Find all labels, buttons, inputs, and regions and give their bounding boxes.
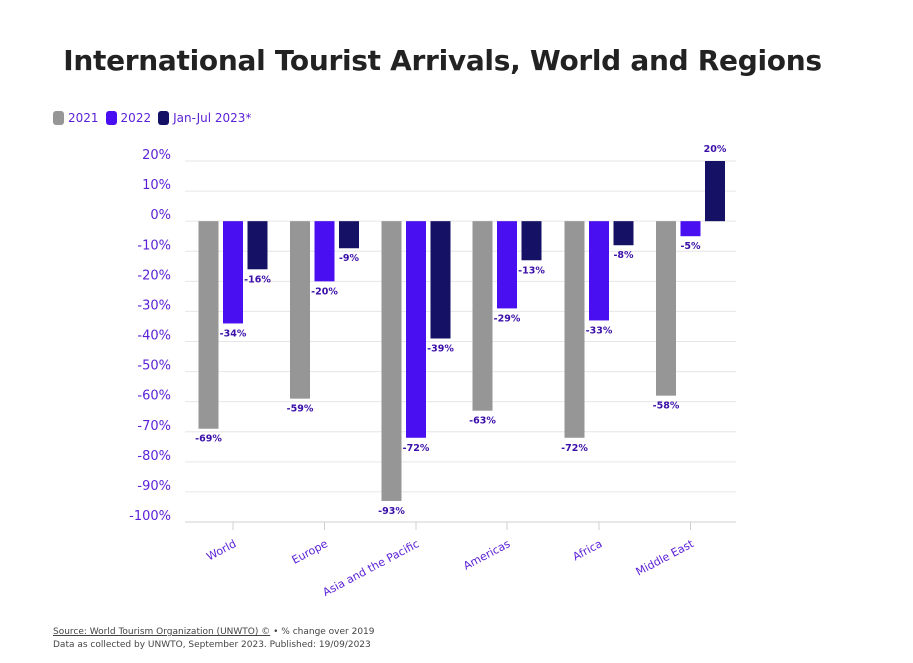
y-tick-label: -40% xyxy=(137,329,171,344)
bar xyxy=(406,221,426,438)
data-label: -33% xyxy=(586,325,613,336)
legend-label-2021: 2021 xyxy=(68,111,99,125)
y-tick-label: -80% xyxy=(137,449,171,464)
bar xyxy=(521,221,542,261)
bar xyxy=(290,221,310,399)
y-tick-label: -60% xyxy=(137,389,171,404)
y-tick-label: -30% xyxy=(137,298,171,313)
y-tick-label: -90% xyxy=(137,479,171,494)
x-tick-label: Americas xyxy=(461,537,512,573)
data-label: -63% xyxy=(469,416,496,427)
data-label: -72% xyxy=(561,443,588,454)
footer: Source: World Tourism Organization (UNWT… xyxy=(53,626,375,652)
x-tick-label: Middle East xyxy=(634,537,697,579)
bar xyxy=(339,221,359,249)
legend-item-2023[interactable]: Jan-Jul 2023* xyxy=(158,111,251,125)
y-tick-label: 10% xyxy=(142,178,171,193)
data-label: -72% xyxy=(403,443,430,454)
data-label: 20% xyxy=(704,144,727,155)
bar xyxy=(613,221,634,246)
bar xyxy=(680,221,701,237)
x-tick-label: Asia and the Pacific xyxy=(321,537,422,599)
legend-label-2023: Jan-Jul 2023* xyxy=(173,111,252,125)
bar xyxy=(656,221,676,396)
data-label: -59% xyxy=(287,404,314,415)
data-label: -5% xyxy=(680,241,701,252)
y-tick-label: -50% xyxy=(137,359,171,374)
bar xyxy=(497,221,517,309)
chart-title: International Tourist Arrivals, World an… xyxy=(63,44,822,77)
y-tick-label: -10% xyxy=(137,238,171,253)
bar xyxy=(223,221,243,324)
data-label: -39% xyxy=(427,343,454,354)
data-label: -16% xyxy=(244,274,271,285)
bar xyxy=(430,221,451,339)
legend: 2021 2022 Jan-Jul 2023* xyxy=(53,111,258,125)
data-label: -13% xyxy=(518,265,545,276)
legend-swatch-2022 xyxy=(105,111,117,125)
bar xyxy=(589,221,609,321)
footer-collected: Data as collected by UNWTO, September 20… xyxy=(53,640,371,650)
legend-swatch-2021 xyxy=(53,111,64,125)
y-tick-label: 0% xyxy=(150,208,171,223)
y-tick-label: 20% xyxy=(142,148,171,163)
legend-item-2022[interactable]: 2022 xyxy=(105,111,152,125)
footer-note: • % change over 2019 xyxy=(270,627,375,637)
data-label: -20% xyxy=(311,286,338,297)
x-tick-label: World xyxy=(204,537,238,563)
data-label: -58% xyxy=(653,401,680,412)
bar xyxy=(381,221,402,501)
data-label: -34% xyxy=(220,328,247,339)
bar xyxy=(247,221,268,270)
bar xyxy=(705,161,725,222)
x-tick-label: Europe xyxy=(290,537,330,567)
data-label: -93% xyxy=(378,506,405,517)
y-tick-label: -70% xyxy=(137,419,171,434)
y-tick-label: -100% xyxy=(129,509,171,524)
source-link[interactable]: Source: World Tourism Organization (UNWT… xyxy=(53,627,271,637)
bar xyxy=(198,221,219,429)
x-tick-label: Africa xyxy=(571,537,605,563)
data-label: -69% xyxy=(195,434,222,445)
bar xyxy=(472,221,493,411)
data-label: -8% xyxy=(613,250,634,261)
data-label: -29% xyxy=(494,313,521,324)
legend-item-2021[interactable]: 2021 xyxy=(53,111,99,125)
y-tick-label: -20% xyxy=(137,268,171,283)
data-label: -9% xyxy=(339,253,360,264)
legend-label-2022: 2022 xyxy=(120,111,152,125)
legend-swatch-2023 xyxy=(158,111,170,125)
bar xyxy=(314,221,335,282)
bar xyxy=(564,221,585,438)
